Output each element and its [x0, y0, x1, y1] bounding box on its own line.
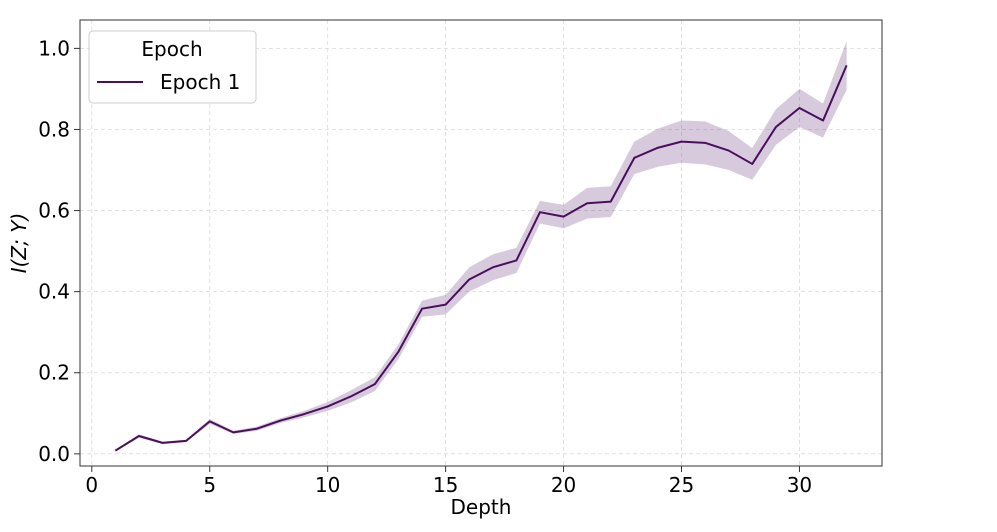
- y-tick-label: 0.6: [38, 199, 70, 223]
- series-line: [114, 65, 848, 452]
- axis-ticks: 0 5 10 15 20 25 30 0.0 0.2 0.4 0.6 0.8 1.0: [38, 36, 812, 497]
- legend-title: Epoch: [141, 37, 202, 61]
- confidence-bands: [115, 41, 847, 452]
- x-tick-label: 20: [551, 473, 576, 497]
- grid-lines: [80, 20, 882, 466]
- y-tick-label: 0.4: [38, 280, 70, 304]
- x-axis-title: Depth: [451, 495, 512, 519]
- y-tick-label: 0.8: [38, 117, 70, 141]
- x-tick-label: 0: [85, 473, 98, 497]
- confidence-band: [115, 41, 847, 452]
- legend: Epoch Epoch 1: [88, 30, 257, 104]
- x-tick-label: 5: [203, 473, 216, 497]
- y-tick-label: 1.0: [38, 36, 70, 60]
- x-tick-label: 15: [433, 473, 458, 497]
- x-tick-label: 30: [787, 473, 812, 497]
- series-lines: [114, 65, 848, 452]
- y-axis-title: I(Z; Y): [7, 213, 31, 274]
- legend-box: [88, 30, 257, 104]
- legend-label: Epoch 1: [160, 70, 240, 94]
- x-tick-label: 10: [315, 473, 340, 497]
- plot-frame: [79, 19, 883, 467]
- y-tick-label: 0.0: [38, 442, 70, 466]
- legend-entries: Epoch 1: [97, 70, 240, 94]
- x-tick-label: 25: [669, 473, 694, 497]
- y-tick-label: 0.2: [38, 361, 70, 385]
